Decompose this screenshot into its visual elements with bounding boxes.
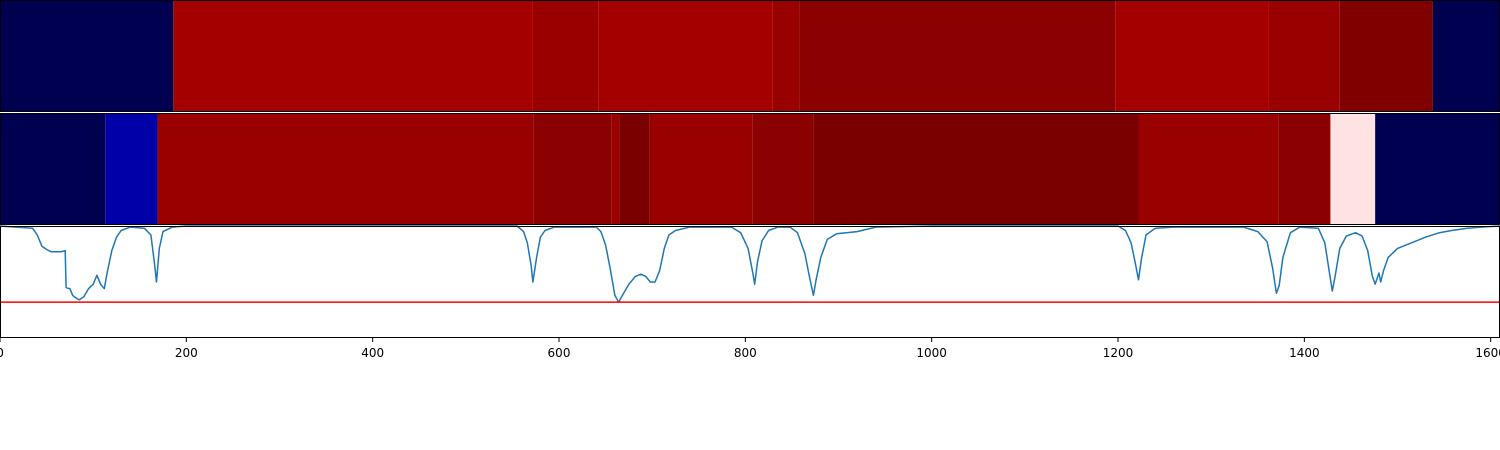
- x-tick-label: 1600: [1475, 346, 1500, 360]
- heatmap-cell-2-11: [1330, 113, 1375, 225]
- heatmap-cell-2-4: [611, 113, 619, 225]
- heatmap-cell-2-6: [649, 113, 752, 225]
- heatmap-cell-2-0: [0, 113, 105, 225]
- heatmap-cell-1-5: [799, 0, 1115, 112]
- x-tick-label: 200: [175, 346, 198, 360]
- x-tick-label: 800: [734, 346, 757, 360]
- heatmap-cell-1-4: [772, 0, 799, 112]
- x-tick-label: 0: [0, 346, 4, 360]
- heatmap-cell-2-5: [620, 113, 650, 225]
- x-tick-label: 1000: [916, 346, 947, 360]
- heatmap-cell-2-10: [1278, 113, 1330, 225]
- heatmap-cell-2-9: [1139, 113, 1279, 225]
- x-tick-label: 1200: [1103, 346, 1134, 360]
- x-tick-label: 400: [361, 346, 384, 360]
- heatmap-cell-1-6: [1115, 0, 1269, 112]
- heatmap-cell-1-3: [598, 0, 772, 112]
- heatmap-cell-1-2: [533, 0, 598, 112]
- x-tick-label: 1400: [1289, 346, 1320, 360]
- heatmap-top: [0, 0, 1500, 112]
- heatmap-middle: [0, 113, 1500, 225]
- heatmap-cell-2-12: [1375, 113, 1500, 225]
- line-panel: [0, 226, 1500, 338]
- heatmap-cell-1-7: [1269, 0, 1340, 112]
- heatmap-cell-2-1: [105, 113, 157, 225]
- heatmap-cell-1-9: [1433, 0, 1500, 112]
- heatmap-cell-1-8: [1340, 0, 1433, 112]
- heatmap-cell-2-7: [753, 113, 814, 225]
- x-tick-label: 600: [548, 346, 571, 360]
- heatmap-cell-1-0: [0, 0, 173, 112]
- x-axis: 0 200 400 600 800 1000 1200 1400 1600: [0, 338, 1500, 360]
- heatmap-cell-1-1: [173, 0, 533, 112]
- heatmap-cell-2-2: [157, 113, 533, 225]
- heatmap-cell-2-8: [813, 113, 1138, 225]
- heatmap-cell-2-3: [534, 113, 611, 225]
